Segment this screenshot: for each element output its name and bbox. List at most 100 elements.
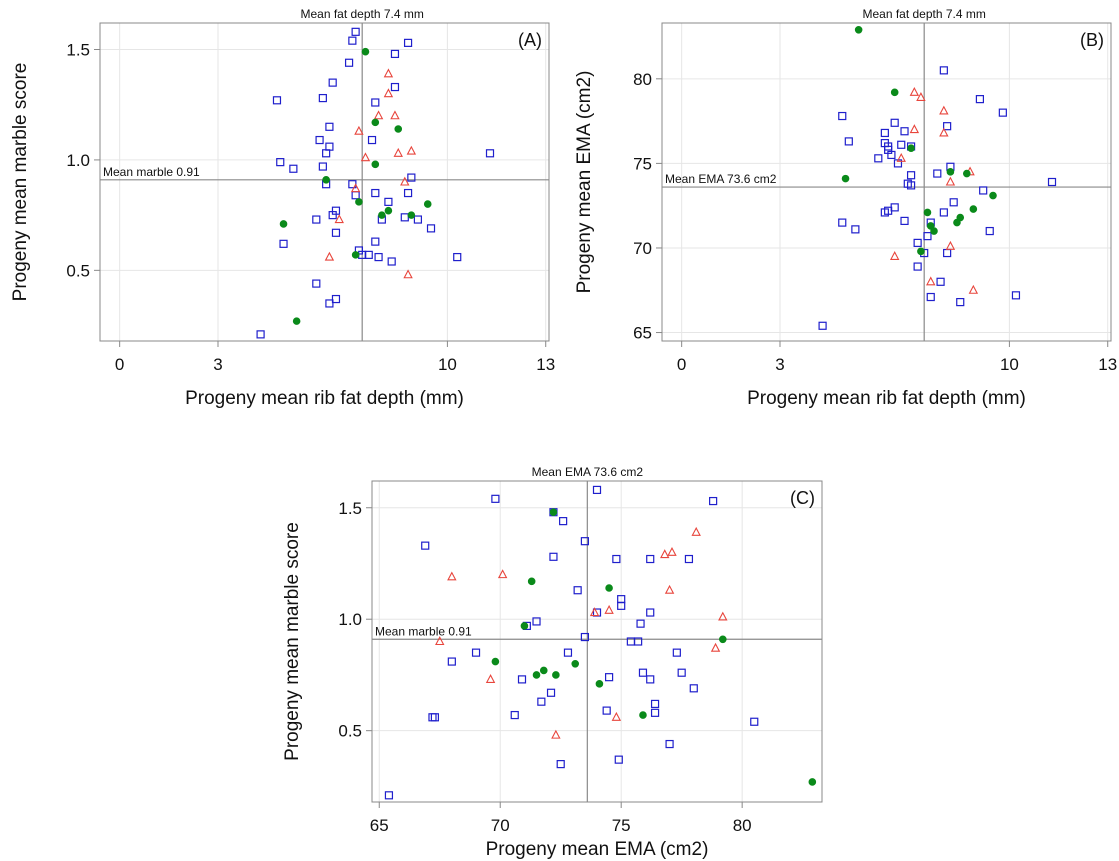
data-point-square [677, 668, 686, 677]
data-point-circle [571, 659, 580, 668]
data-point-circle [292, 317, 301, 325]
data-point-triangle [889, 251, 900, 260]
data-point-square [407, 173, 416, 182]
x-tick-label: 13 [1098, 355, 1117, 374]
data-point-square [563, 648, 573, 657]
data-point-square [602, 706, 611, 715]
data-point-square [926, 292, 935, 302]
data-point-square [426, 224, 436, 233]
data-point-square [279, 239, 288, 248]
data-points [818, 25, 1057, 330]
data-point-square [318, 162, 327, 171]
tick-labels: 0 3 10 13 0.5 1.0 1.5 [66, 41, 555, 375]
reference-lines [662, 23, 1111, 341]
data-point-square [312, 279, 321, 288]
data-point-square [923, 232, 932, 241]
data-point-triangle [334, 214, 344, 224]
gridlines [662, 23, 1111, 341]
y-tick-label: 1.5 [66, 41, 90, 60]
data-point-triangle [718, 611, 728, 621]
data-point-square [485, 149, 495, 158]
data-point-square [325, 122, 334, 131]
data-point-square [580, 632, 590, 642]
horizontal-reference-label: Mean marble 0.91 [103, 165, 200, 179]
data-point-square [325, 299, 334, 308]
data-point-square [939, 66, 948, 75]
top-reference-label: Mean fat depth 7.4 mm [862, 7, 985, 21]
data-point-square [874, 154, 883, 163]
y-tick-label: 65 [633, 324, 652, 343]
data-point-circle [917, 247, 925, 256]
data-point-triangle [360, 152, 371, 162]
horizontal-reference-label: Mean EMA 73.6 cm2 [665, 172, 777, 186]
data-point-square [672, 648, 681, 657]
data-point-circle [989, 191, 997, 200]
data-point-triangle [390, 110, 400, 120]
data-point-square [491, 494, 500, 503]
data-point-square [532, 617, 541, 626]
data-point-square [838, 111, 847, 121]
panel-a: 0 3 10 13 0.5 1.0 1.5 Mean fat depth 7.4 mm Me… [10, 7, 555, 409]
data-point-circle [946, 168, 955, 176]
data-point-square [684, 554, 694, 564]
data-point-square [818, 321, 827, 330]
data-point-square [750, 717, 759, 726]
data-point-circle [527, 577, 536, 586]
data-point-square [614, 755, 623, 764]
x-tick-label: 3 [213, 355, 222, 374]
data-point-square [880, 128, 889, 138]
tick-labels: 0 3 10 13 65 70 75 80 [633, 70, 1117, 374]
data-point-triangle [324, 251, 335, 261]
data-point-square [371, 237, 380, 246]
data-point-square [943, 122, 952, 131]
data-point-square [312, 215, 321, 224]
data-point-square [546, 688, 556, 697]
data-point-square [913, 262, 922, 271]
data-point-triangle [589, 607, 600, 617]
data-point-square [634, 637, 643, 646]
x-tick-label: 13 [536, 355, 555, 374]
data-point-square [906, 181, 916, 190]
data-point-square [943, 248, 952, 258]
data-point-square [403, 188, 413, 198]
top-reference-label: Mean EMA 73.6 cm2 [532, 465, 644, 479]
data-point-triangle [909, 124, 920, 134]
data-point-circle [969, 205, 978, 213]
data-point-triangle [403, 269, 413, 279]
data-point-circle [890, 88, 899, 97]
data-point-triangle [406, 145, 417, 155]
data-point-square [390, 49, 400, 59]
data-point-square [328, 78, 337, 87]
data-point-triangle [383, 68, 394, 78]
data-point-circle [351, 251, 360, 259]
panel-label: (B) [1080, 30, 1104, 50]
data-point-circle [279, 220, 288, 228]
plot-frame [99, 22, 550, 342]
x-tick-label: 65 [370, 816, 389, 835]
data-point-square [689, 684, 698, 693]
data-point-circle [907, 144, 915, 152]
data-point-square [413, 215, 423, 224]
data-point-square [348, 36, 357, 45]
top-reference-label: Mean fat depth 7.4 mm [300, 7, 423, 21]
data-point-square [646, 675, 655, 684]
data-point-square [447, 657, 456, 666]
data-point-triangle [939, 105, 949, 115]
data-point-square [390, 82, 400, 92]
data-point-circle [371, 160, 380, 169]
panel-label: (C) [790, 488, 815, 508]
x-tick-label: 0 [677, 355, 686, 374]
data-point-triangle [383, 88, 394, 98]
data-point-square [384, 197, 393, 206]
gridlines [372, 481, 822, 802]
data-point-square [900, 127, 909, 136]
plot-frame [371, 480, 823, 803]
y-tick-label: 0.5 [66, 261, 90, 280]
data-point-triangle [664, 584, 675, 594]
data-point-square [453, 252, 462, 262]
x-tick-label: 70 [491, 816, 510, 835]
data-point-square [430, 713, 440, 722]
data-point-triangle [968, 284, 979, 294]
data-point-circle [423, 200, 432, 208]
data-point-circle [532, 671, 541, 679]
